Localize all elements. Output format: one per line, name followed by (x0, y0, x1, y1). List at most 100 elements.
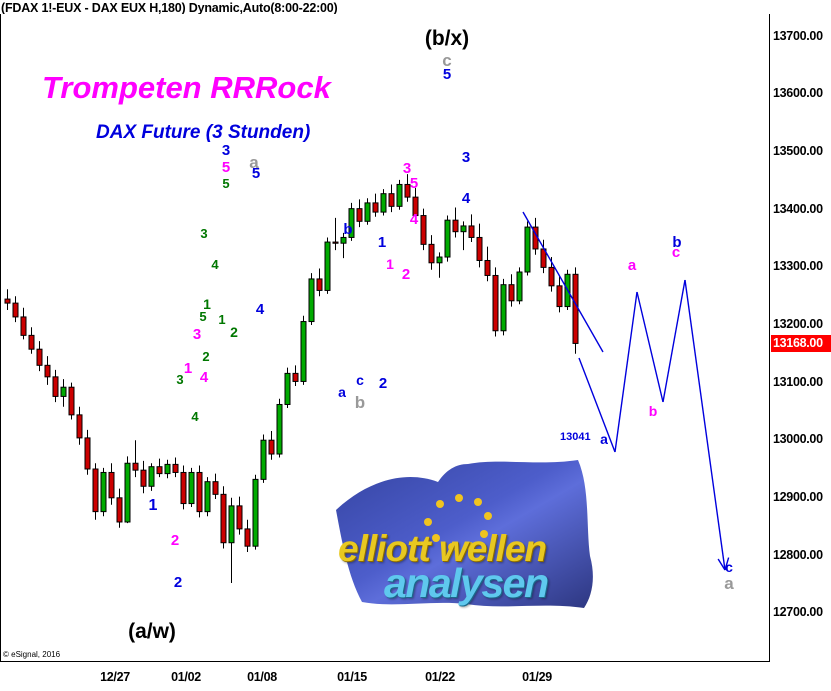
wave-label-gray-a: a (249, 153, 259, 172)
wave-label-green-2: 2 (202, 349, 210, 364)
wave-label-gray-c: c (442, 51, 452, 70)
candle (220, 486, 227, 549)
candle (388, 184, 395, 213)
downtrend-line (522, 211, 604, 353)
candle (276, 398, 283, 458)
candle (372, 193, 379, 217)
candle (308, 273, 315, 325)
candle (556, 275, 563, 313)
price-axis[interactable]: 13700.00 13600.00 13500.00 13400.00 13300.00… (771, 14, 831, 662)
wave-label-mag-1: 1 (386, 256, 394, 272)
wave-label-green-2: 2 (230, 324, 238, 340)
candle (420, 208, 427, 251)
date-tick-01-29: 01/29 (522, 670, 552, 684)
forecast-segment-1 (614, 291, 638, 453)
candle (228, 497, 235, 584)
candle (300, 315, 307, 385)
wave-label-blue-a: a (600, 431, 608, 447)
candle (84, 429, 91, 475)
candle (444, 215, 451, 262)
candle (124, 456, 131, 524)
candle (172, 457, 179, 478)
candle (428, 235, 435, 270)
candle (492, 267, 499, 337)
wave-label-mag-3: 3 (192, 326, 202, 343)
chart-title: (FDAX 1!-EUX - DAX EUX H,180) Dynamic,Au… (1, 1, 338, 15)
candle (236, 496, 243, 535)
candle (60, 379, 67, 407)
candle (4, 289, 11, 311)
wave-label-mag-4: 4 (409, 211, 419, 228)
candle (356, 199, 363, 228)
candle (44, 356, 51, 385)
forecast-arrowhead-0 (717, 558, 726, 571)
wave-label-b-x: (b/x) (424, 27, 470, 50)
wave-label-mag-a: a (627, 257, 637, 274)
candle (28, 327, 35, 354)
forecast-segment-4 (684, 279, 726, 571)
forecast-segment-2 (636, 291, 664, 403)
price-tick-13100: 13100.00 (773, 375, 823, 389)
candle (524, 221, 531, 276)
candle (380, 189, 387, 216)
date-tick-01-15: 01/15 (337, 670, 367, 684)
wave-label-blue-b: b (672, 234, 682, 251)
wave-label-blue-b: b (343, 221, 353, 238)
headline-text: Trompeten RRRock (42, 70, 331, 105)
eu-flag-icon (336, 460, 593, 608)
wave-label-blue-1: 1 (377, 234, 387, 251)
watermark-logo: elliott wellen analysen (328, 452, 618, 617)
wave-label-green-1: 1 (203, 296, 211, 312)
wave-label-mag-c: c (671, 244, 681, 261)
price-tick-12700: 12700.00 (773, 605, 823, 619)
candle (324, 237, 331, 294)
candle (460, 221, 467, 251)
price-tick-13300: 13300.00 (773, 259, 823, 273)
candle (204, 477, 211, 517)
candle (196, 465, 203, 518)
candle (364, 198, 371, 225)
candle (468, 214, 475, 243)
candle (476, 223, 483, 268)
wave-label-blue-c: c (725, 559, 733, 575)
candle (52, 369, 59, 403)
candle (212, 473, 219, 499)
wave-label-blue-5: 5 (442, 66, 452, 83)
candle (316, 268, 323, 297)
wave-label-mag-5: 5 (409, 175, 419, 192)
date-tick-01-02: 01/02 (171, 670, 201, 684)
wave-label-green-4: 4 (211, 257, 219, 272)
wave-label-mag-3: 3 (402, 160, 412, 177)
candle (116, 488, 123, 528)
price-tick-12900: 12900.00 (773, 490, 823, 504)
candle (564, 269, 571, 311)
wave-label-mag-b: b (648, 403, 658, 419)
candle (180, 465, 187, 510)
candle (100, 467, 107, 517)
last-price-badge: 13168.00 (771, 335, 831, 353)
wave-label-green-5: 5 (199, 309, 207, 324)
candle (540, 239, 547, 274)
candle (156, 458, 163, 478)
wave-label-green-4: 4 (191, 409, 199, 424)
wave-label-blue-a: a (338, 384, 346, 400)
wave-label-blue-4: 4 (255, 301, 265, 318)
wave-label-blue-2: 2 (378, 375, 388, 392)
candle (508, 274, 515, 307)
price-tick-13000: 13000.00 (773, 432, 823, 446)
candle (452, 207, 459, 238)
date-tick-01-22: 01/22 (425, 670, 455, 684)
wave-label-gray-a: a (724, 574, 734, 593)
date-tick-01-08: 01/08 (247, 670, 277, 684)
candle (532, 217, 539, 255)
price-tick-13500: 13500.00 (773, 144, 823, 158)
candle (76, 406, 83, 445)
candle (164, 459, 171, 479)
candle (140, 460, 147, 494)
price-tick-13200: 13200.00 (773, 317, 823, 331)
wave-label-green-3: 3 (200, 226, 208, 241)
candle (332, 217, 339, 251)
forecast-segment-3 (662, 279, 686, 403)
wave-label-blue-1: 1 (148, 497, 158, 514)
